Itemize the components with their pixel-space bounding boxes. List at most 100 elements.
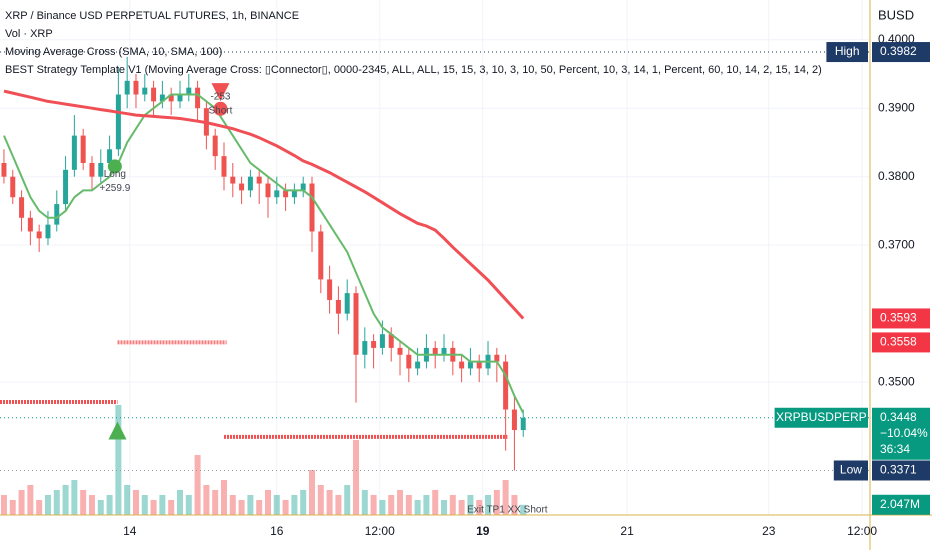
candle-body [1,162,7,177]
volume-bar [185,495,192,515]
candle-body [230,176,236,184]
volume-label: 2.047M [880,497,920,511]
candle-body [283,190,289,198]
legend-entry: Moving Average Cross (SMA, 10, SMA, 100) [5,46,222,58]
volume-bar [27,485,34,515]
volume-bar [264,490,271,515]
candle-body [142,87,148,95]
x-tick-label: 12:00 [365,524,395,538]
price-tag-box [826,42,868,63]
candle-body [300,183,306,191]
volume-bar [256,500,263,515]
volume-bar [132,490,139,515]
candle-body [335,299,341,314]
price-label: 0.3982 [880,44,917,58]
volume-bar [476,500,483,515]
candle-body [124,80,130,95]
signal-badge [107,159,122,174]
volume-bar [520,504,527,515]
price-label-box [872,332,930,353]
candle-body [98,162,104,177]
candle-body [520,417,526,431]
volume-bar [0,495,7,515]
x-tick-label: 14 [123,524,137,538]
volume-bar [502,480,509,515]
candle-body [27,217,33,232]
moving-average [3,89,525,320]
volume-bar [379,500,386,515]
candle-body [221,156,227,177]
volume-bar [441,500,448,515]
candle-body [344,293,350,314]
candle-body [195,87,201,109]
volume-bar [97,500,104,515]
y-tick-label: 0.3800 [878,169,915,183]
candle-body [63,169,69,205]
candle-body [168,94,174,102]
volume-label-box [872,494,930,515]
candle-body [353,293,359,355]
volume-bar [150,500,157,515]
volume-bar [159,495,166,515]
axis-title: BUSD [878,7,914,22]
candle-body [503,361,509,410]
plot: Long +259.9 -253 Short Exit TP1 XX Short [0,51,870,516]
volume-bar [62,485,69,515]
volume-bar [203,485,210,515]
volume-bar [449,495,456,515]
signal-label: Short [209,105,233,116]
candle-body [186,87,192,95]
volume-bar [53,490,60,515]
price-label-box [872,407,930,460]
volume-bar [282,500,289,515]
price-label-box [872,308,930,329]
price-label: 0.3371 [880,463,917,477]
candle-body [274,190,280,198]
x-tick-label: 19 [476,524,490,538]
volume-bar [194,455,201,515]
volume-bar [247,495,254,515]
signal-footnote: Exit TP1 XX Short [467,505,548,516]
candle-body [54,204,60,225]
price-tag-box [774,407,868,428]
candle-body [151,87,157,102]
volume-bar [18,490,25,515]
volume-bar [467,495,474,515]
price-label: 0.3448 [880,410,917,424]
volume-bar [220,480,227,515]
candle-body [327,279,333,300]
price-label: 0.3593 [880,311,917,325]
signal-marker [211,83,230,102]
candle-body [239,183,245,191]
candle-body [45,224,51,239]
candle-body [476,361,482,369]
volume-bar [388,495,395,515]
candle-body [89,162,95,177]
volume-bar [309,470,316,515]
axis-title-bg [871,0,932,30]
volume-bar [300,490,307,515]
x-tick-label: 16 [270,524,284,538]
volume-bar [326,490,333,515]
volume-bar [106,495,113,515]
candle-body [212,135,218,157]
volume-bar [370,495,377,515]
price-tag: Low [840,463,862,477]
candle-body [256,176,262,184]
x-tick-label: 21 [620,524,634,538]
price-tag-box [833,460,868,481]
volume-bar [353,440,360,515]
volume-bar [493,490,500,515]
candle-body [441,347,447,355]
volume-bar [115,405,122,515]
signal-label: -253 [210,91,230,102]
volume-bar [397,490,404,515]
volume-bar [212,490,219,515]
price-label-box [872,460,930,481]
volume-bar [414,500,421,515]
candle-body [362,341,368,355]
volume-bar [36,500,43,515]
